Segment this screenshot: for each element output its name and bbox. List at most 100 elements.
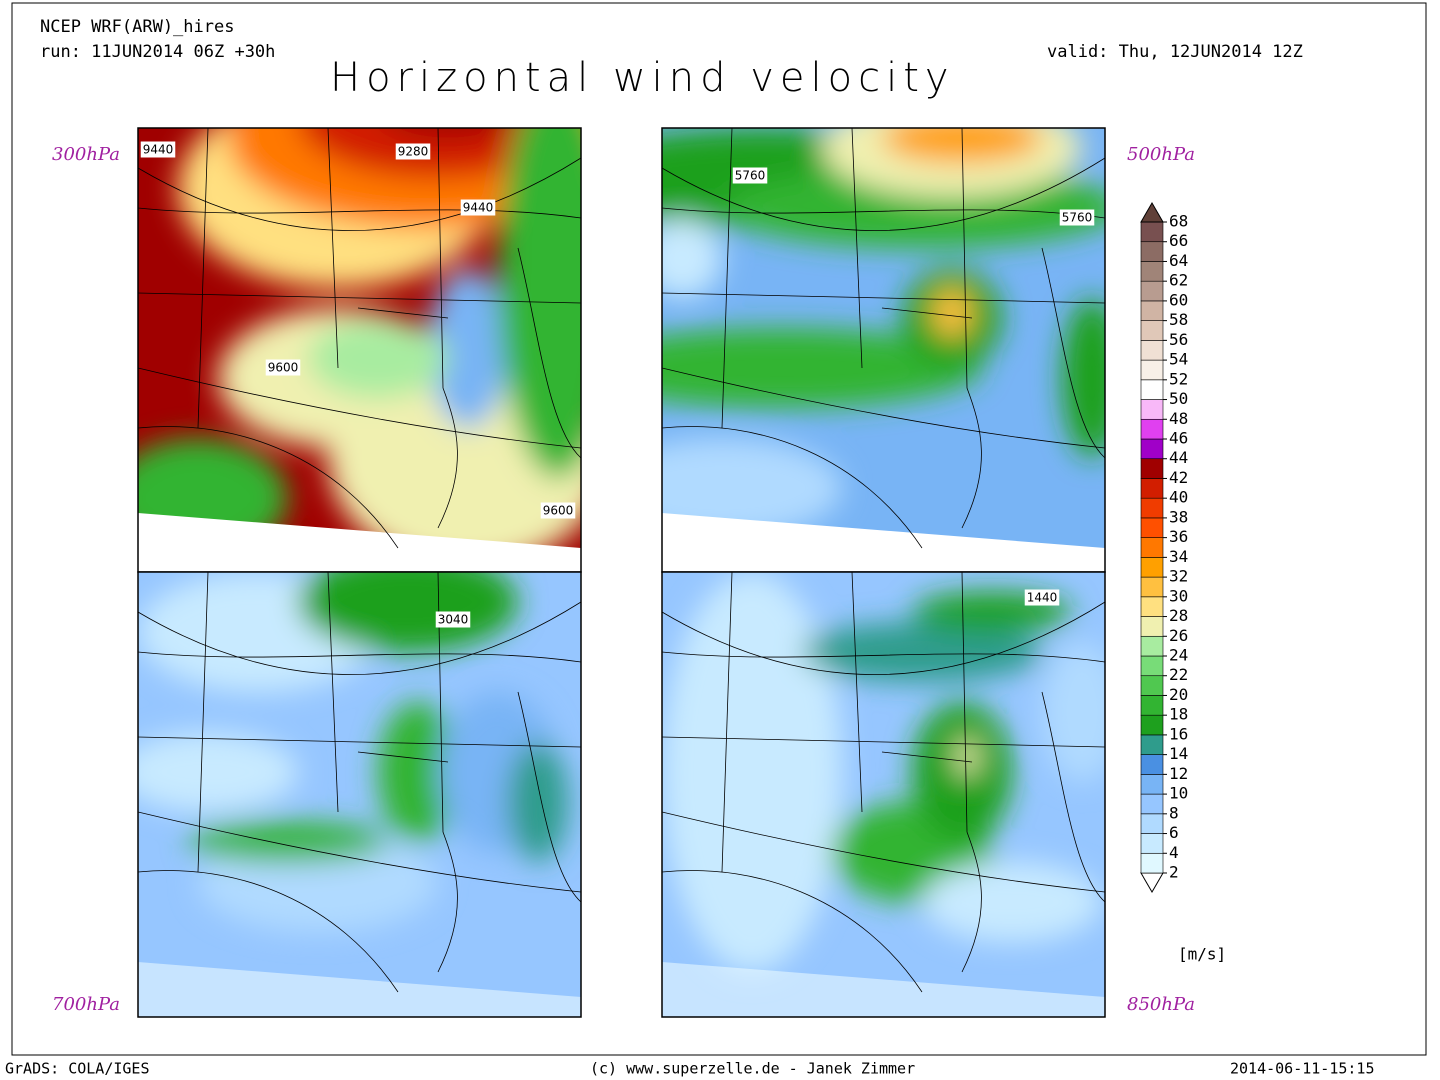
colorbar-label: 48: [1169, 409, 1188, 428]
colorbar-segment: [1140, 458, 1164, 479]
colorbar-segment: [1140, 576, 1164, 598]
no-data-area: [138, 513, 581, 572]
colorbar-segment: [1140, 340, 1164, 361]
wind-area: [662, 572, 842, 972]
colorbar-label: 26: [1169, 626, 1188, 645]
colorbar-segment: [1140, 320, 1164, 341]
pressure-level: 850hPa: [1127, 994, 1195, 1015]
colorbar-segment: [1140, 478, 1164, 499]
contour-label: 9440: [143, 143, 174, 157]
colorbar-label: 66: [1169, 231, 1188, 250]
contour-label-box: [435, 611, 471, 628]
colorbar-label: 16: [1169, 724, 1188, 743]
map-panel: [662, 128, 1105, 572]
colorbar-segment: [1140, 754, 1164, 775]
colorbar-low: [1140, 872, 1164, 893]
no-data-area: [662, 513, 1105, 572]
wind-area: [922, 862, 1102, 942]
colorbar-segment: [1140, 418, 1164, 440]
wind-area: [138, 732, 298, 812]
colorbar-segment: [1140, 221, 1164, 243]
colorbar-label: 60: [1169, 290, 1188, 309]
wind-field: [138, 572, 568, 932]
contour-label-box: [265, 359, 301, 376]
colorbar-segment: [1140, 774, 1164, 795]
colorbar-segment: [1140, 280, 1164, 302]
colorbar-label: 28: [1169, 606, 1188, 625]
no-data-area: [138, 962, 581, 1017]
colorbar-segment: [1140, 695, 1164, 716]
colorbar-high: [1140, 202, 1164, 223]
wind-area: [932, 288, 972, 338]
colorbar-segment: [1140, 438, 1164, 460]
colorbar-label: 2: [1169, 863, 1179, 882]
panel-border: [661, 571, 1106, 1018]
colorbar-segment: [1140, 833, 1164, 854]
boundaries: [662, 128, 1105, 549]
map-panels: 300hPa 9440 9280 9440 9600 9600 500hPa 5760 5760…: [52, 127, 1195, 1018]
colorbar-segment: [1140, 852, 1164, 874]
colorbar-segment: [1140, 300, 1164, 321]
footer-right: 2014-06-11-15:15: [1230, 1060, 1375, 1078]
colorbar-label: 54: [1169, 350, 1188, 369]
colorbar-label: 30: [1169, 586, 1188, 605]
wind-area: [308, 318, 448, 398]
contour-label: 9600: [543, 504, 574, 518]
pressure-level: 300hPa: [52, 144, 120, 165]
colorbar-label: 62: [1169, 271, 1188, 290]
contour-label: 9440: [463, 201, 494, 215]
colorbar-label: 34: [1169, 547, 1188, 566]
contour-label-box: [1024, 589, 1060, 606]
wind-field: [662, 572, 1105, 972]
colorbar-segment: [1140, 655, 1164, 677]
colorbar-segment: [1140, 359, 1164, 381]
footer-center: (c) www.superzelle.de - Janek Zimmer: [590, 1060, 915, 1078]
colorbar-label: 10: [1169, 784, 1188, 803]
no-data-area: [662, 962, 1105, 1017]
wind-area: [957, 737, 977, 777]
wind-area: [299, 128, 577, 178]
colorbar-label: 32: [1169, 567, 1188, 586]
colorbar-label: 40: [1169, 488, 1188, 507]
contour-label-box: [1059, 209, 1095, 226]
contour-label: 3040: [438, 613, 469, 627]
contour-label-box: [140, 141, 176, 158]
colorbar-segment: [1140, 537, 1164, 558]
colorbar-segment: [1140, 714, 1164, 736]
colorbar-label: 64: [1169, 251, 1188, 270]
wind-area: [662, 438, 842, 538]
contour-label-box: [540, 502, 576, 519]
boundaries: [138, 128, 581, 549]
colorbar-label: 12: [1169, 764, 1188, 783]
colorbar-label: 58: [1169, 310, 1188, 329]
map-panel: [138, 572, 581, 1017]
colorbar-label: 22: [1169, 665, 1188, 684]
contour-label: 1440: [1027, 591, 1058, 605]
wind-area: [662, 218, 722, 298]
wind-area: [508, 742, 568, 862]
colorbar-label: 50: [1169, 389, 1188, 408]
pressure-level: 700hPa: [52, 994, 120, 1015]
colorbar-segment: [1140, 813, 1164, 834]
run-info: run: 11JUN2014 06Z +30h: [40, 42, 275, 62]
colorbar-segment: [1140, 261, 1164, 282]
wind-area: [395, 128, 501, 138]
contour-label: 9600: [268, 361, 299, 375]
colorbar-label: 52: [1169, 369, 1188, 388]
wind-area: [662, 328, 982, 408]
contour: [662, 601, 1105, 893]
title: Horizontal wind velocity: [330, 55, 955, 101]
colorbar-segment: [1140, 241, 1164, 262]
colorbar-label: 20: [1169, 685, 1188, 704]
colorbar-segment: [1140, 399, 1164, 420]
colorbar-label: 46: [1169, 429, 1188, 448]
colorbar-label: 36: [1169, 527, 1188, 546]
wind-area: [188, 822, 388, 862]
wind-area: [298, 572, 518, 652]
colorbar-segment: [1140, 793, 1164, 815]
contour: [138, 157, 581, 449]
colorbar-segment: [1140, 517, 1164, 538]
map-panel: [662, 572, 1105, 1017]
boundaries: [662, 572, 1105, 993]
